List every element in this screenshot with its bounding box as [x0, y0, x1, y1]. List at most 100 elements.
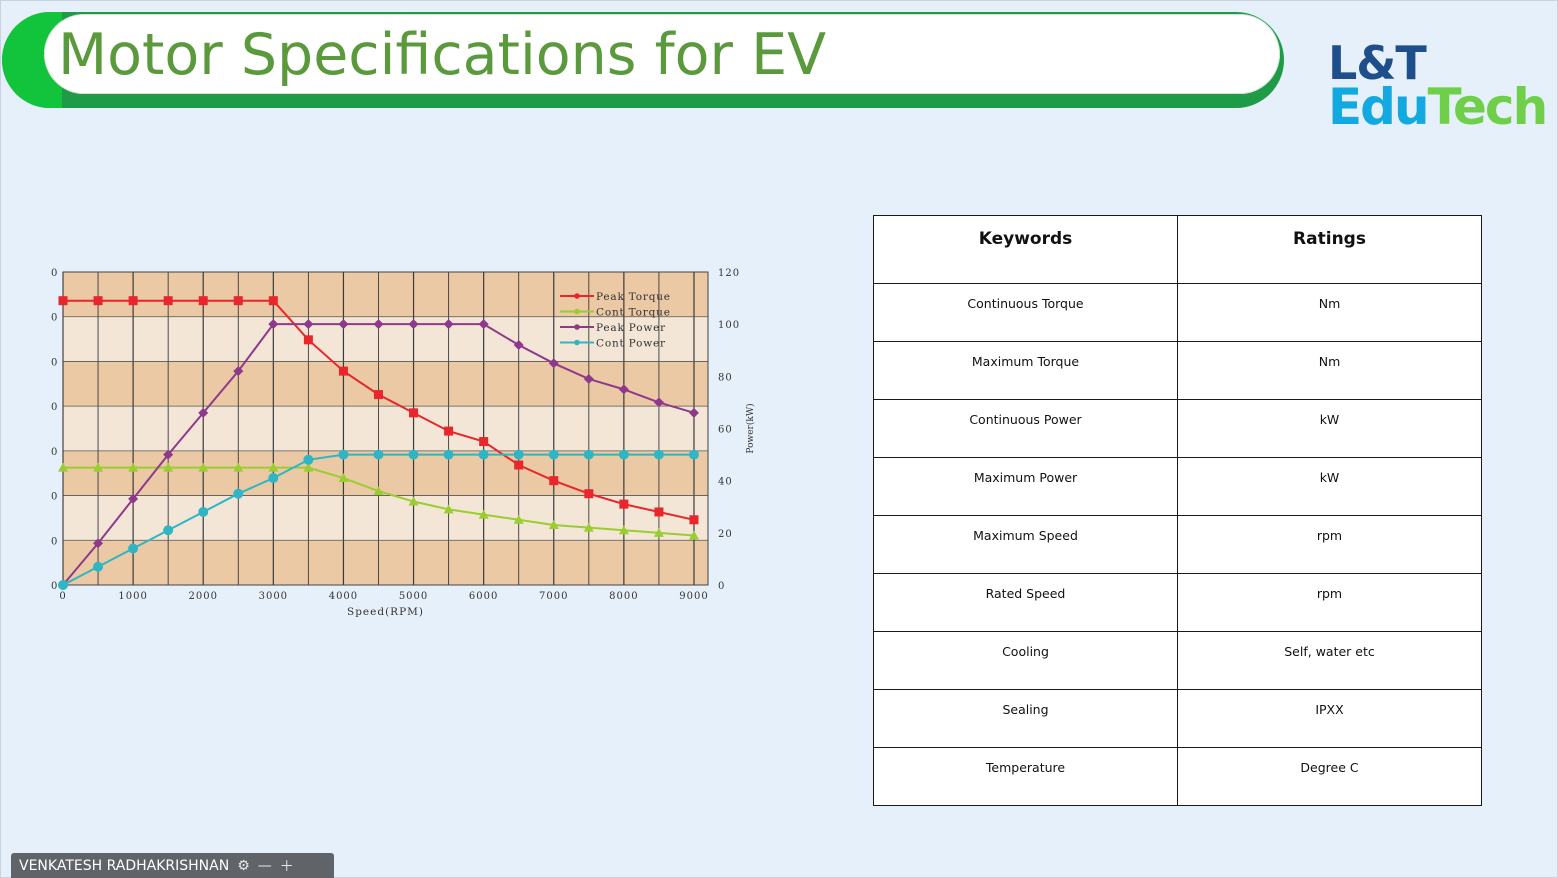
cont-torque-point: [653, 527, 664, 537]
chart-y-left-tick-label: 0: [51, 447, 57, 458]
legend-label: Cont Torque: [596, 307, 671, 319]
keyword-cell: Maximum Torque: [873, 341, 1178, 400]
expand-icon[interactable]: ＋: [279, 858, 294, 875]
keyword-cell: Continuous Torque: [873, 283, 1178, 342]
peak-torque-point: [268, 296, 278, 306]
table-row: Cooling Self, water etc: [873, 631, 1482, 690]
chart-y-left-tick-label: 0: [51, 313, 57, 324]
header-keywords: Keywords: [873, 215, 1178, 284]
rating-cell: Nm: [1177, 341, 1482, 400]
cont-torque-point: [688, 530, 699, 540]
cont-power-point: [303, 454, 314, 465]
peak-power-point: [373, 319, 384, 330]
peak-power-point: [653, 397, 664, 408]
keyword-cell: Temperature: [873, 747, 1178, 806]
peak-power-point: [443, 319, 454, 330]
title-banner: [44, 14, 1280, 94]
chart-x-tick-label: 6000: [469, 591, 498, 602]
peak-power-point: [198, 407, 209, 418]
presenter-tag[interactable]: VENKATESH RADHAKRISHNAN ⚙ — ＋: [11, 853, 334, 878]
rating-cell: Self, water etc: [1177, 631, 1482, 690]
chart-y-right-tick-label: 20: [718, 529, 733, 540]
peak-torque-point: [689, 515, 699, 525]
peak-torque-point: [338, 366, 348, 376]
chart-x-tick-label: 9000: [679, 591, 708, 602]
chart-band: [63, 406, 708, 451]
peak-torque-point: [409, 408, 419, 418]
cont-power-point: [93, 561, 104, 572]
legend-swatch-marker: [574, 308, 580, 315]
keyword-cell: Rated Speed: [873, 573, 1178, 632]
table-header-row: Keywords Ratings: [873, 215, 1482, 284]
chart-x-tick-label: 1000: [118, 591, 147, 602]
table-row: Temperature Degree C: [873, 747, 1482, 806]
peak-torque-point: [128, 296, 138, 306]
cont-power-point: [513, 449, 524, 460]
peak-torque-point: [619, 499, 629, 509]
chart-x-tick-label: 2000: [188, 591, 217, 602]
cont-power-point: [583, 449, 594, 460]
chart-y-left-tick-label: 0: [51, 268, 57, 279]
cont-torque-point: [618, 525, 629, 535]
rating-cell: Degree C: [1177, 747, 1482, 806]
peak-torque-point: [58, 296, 68, 306]
cont-torque-point: [513, 514, 524, 524]
cont-power-point: [548, 449, 559, 460]
peak-power-point: [268, 319, 279, 330]
chart-y-left-tick-label: 0: [51, 492, 57, 503]
cont-torque-point: [548, 520, 559, 530]
peak-torque-point: [654, 507, 664, 517]
cont-torque-point: [373, 486, 384, 496]
chart-x-tick-label: 5000: [399, 591, 428, 602]
cont-torque-point: [268, 462, 279, 472]
peak-power-point: [163, 449, 174, 460]
rating-cell: IPXX: [1177, 689, 1482, 748]
chart-y-left-tick-label: 0: [51, 581, 57, 592]
table-row: Continuous Torque Nm: [873, 283, 1482, 342]
header-ratings: Ratings: [1177, 215, 1482, 284]
lt-edutech-logo: L&T EduTech: [1328, 40, 1548, 132]
cont-torque-point: [128, 462, 139, 472]
rating-cell: kW: [1177, 457, 1482, 516]
chart-y-left-tick-label: 0: [51, 536, 57, 547]
cont-torque-point: [163, 462, 174, 472]
cont-torque-point: [443, 504, 454, 514]
table-row: Continuous Power kW: [873, 399, 1482, 458]
cont-power-point: [338, 449, 349, 460]
cont-torque-point: [583, 522, 594, 532]
chart-y-left-tick-label: 0: [51, 402, 57, 413]
minimize-icon[interactable]: —: [257, 857, 272, 874]
cont-power-point: [688, 449, 699, 460]
keyword-cell: Maximum Speed: [873, 515, 1178, 574]
legend-swatch-marker: [574, 293, 580, 299]
cont-torque-point: [93, 462, 104, 472]
peak-torque-point: [584, 489, 594, 499]
peak-power-point: [548, 358, 559, 369]
chart-x-tick-label: 7000: [539, 591, 568, 602]
cont-power-point: [653, 449, 664, 460]
chart-x-tick-label: 3000: [259, 591, 288, 602]
peak-power-point: [338, 319, 349, 330]
cont-torque-point: [408, 496, 419, 506]
cont-power-point: [373, 449, 384, 460]
presenter-status-icon[interactable]: ⚙: [237, 857, 250, 874]
peak-power-point: [513, 340, 524, 351]
keyword-cell: Cooling: [873, 631, 1178, 690]
rating-cell: rpm: [1177, 573, 1482, 632]
peak-torque-point: [373, 390, 383, 400]
logo-line-2: EduTech: [1328, 82, 1548, 132]
chart-band: [63, 361, 708, 407]
peak-power-point: [93, 538, 104, 549]
table-row: Rated Speed rpm: [873, 573, 1482, 632]
keyword-cell: Maximum Power: [873, 457, 1178, 516]
legend-label: Peak Torque: [596, 291, 671, 303]
peak-power-point: [303, 319, 314, 330]
rating-cell: kW: [1177, 399, 1482, 458]
peak-power-point: [408, 319, 419, 330]
peak-torque-point: [198, 296, 208, 306]
chart-y-right-axis-label: Power(kW): [745, 403, 756, 453]
motor-characteristics-chart: 0 1000 2000 3000 4000 5000 6000 7000 8000 9000020…: [51, 268, 756, 618]
cont-power-point: [233, 488, 244, 499]
chart-y-right-tick-label: 40: [718, 477, 733, 488]
chart-y-right-tick-label: 120: [718, 268, 740, 279]
